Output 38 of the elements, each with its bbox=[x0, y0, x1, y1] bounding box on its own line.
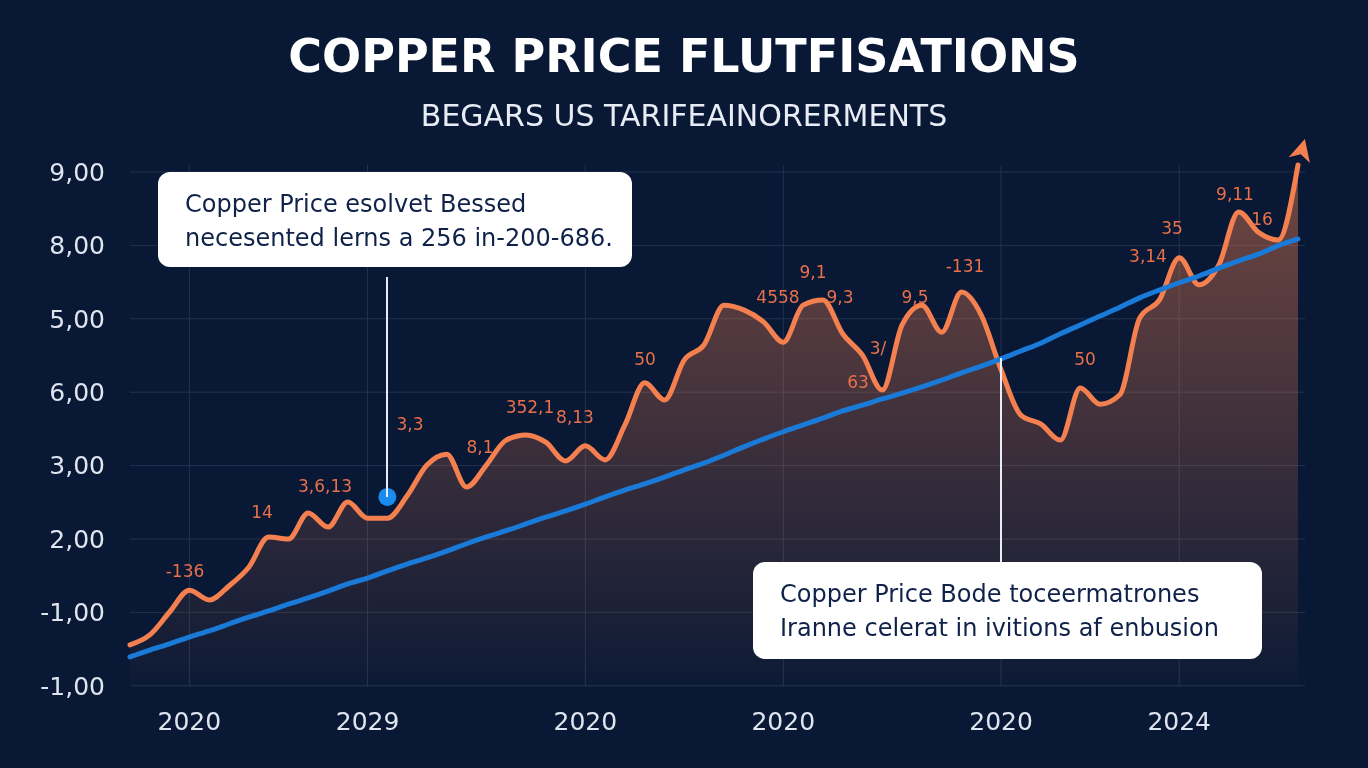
x-tick-label: 2020 bbox=[969, 707, 1033, 736]
annotation: 8,13 bbox=[556, 407, 594, 427]
chart-subtitle: BEGARS US TARIFEAINORERMENTS bbox=[420, 98, 948, 133]
annotation: 63 bbox=[847, 372, 869, 392]
annotation: -131 bbox=[945, 256, 985, 276]
annotation: 9,3 bbox=[826, 287, 854, 307]
text: 8,00 bbox=[49, 231, 105, 261]
annotation: 4558 bbox=[756, 287, 800, 307]
annotation: 3,3 bbox=[396, 414, 424, 434]
annotation: 35 bbox=[1161, 218, 1183, 238]
chart-title: COPPER PRICE FLUTFISATIONS bbox=[288, 29, 1080, 83]
x-tick-label: 2024 bbox=[1147, 707, 1212, 736]
annotation: 3,14 bbox=[1129, 246, 1167, 266]
x-tick-label: 2020 bbox=[157, 707, 222, 736]
annotation: 8,1 bbox=[466, 437, 494, 457]
annotation: 352,1 bbox=[505, 397, 555, 417]
annotation: -136 bbox=[165, 561, 205, 581]
text: 9,00 bbox=[49, 157, 105, 187]
annotation: 16 bbox=[1251, 209, 1273, 229]
text: 6,00 bbox=[49, 377, 105, 407]
text: 3,00 bbox=[49, 451, 105, 481]
annotation: Copper Price Bode toceermatrones Iranne celerat in ivitions af enbusion bbox=[780, 580, 1219, 642]
annotation: 3/ bbox=[869, 338, 887, 358]
x-tick-label: 2020 bbox=[553, 707, 618, 736]
annotation: Copper Price esolvet Bessed necesented lerns a 256 in-200-686. bbox=[185, 190, 613, 252]
text: -1,00 bbox=[40, 671, 105, 701]
annotation: 9,11 bbox=[1216, 184, 1254, 204]
annotation: 3,6,13 bbox=[297, 476, 353, 496]
annotation: 9,5 bbox=[901, 287, 929, 307]
text: 2,00 bbox=[49, 524, 105, 554]
text: 5,00 bbox=[49, 304, 105, 334]
x-tick-label: 2020 bbox=[751, 707, 816, 736]
x-tick-label: 2029 bbox=[335, 707, 400, 736]
annotation: 50 bbox=[634, 349, 656, 369]
text: -1,00 bbox=[40, 598, 105, 628]
annotation: 9,1 bbox=[799, 262, 827, 282]
annotation: 14 bbox=[251, 502, 273, 522]
annotation: 50 bbox=[1074, 349, 1096, 369]
